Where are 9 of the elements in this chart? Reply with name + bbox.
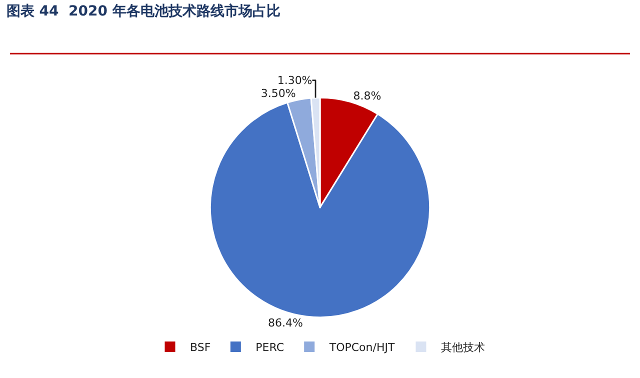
legend-label: PERC — [256, 341, 284, 354]
legend-label: 其他技术 — [440, 341, 485, 354]
data-label: 3.50% — [260, 86, 296, 100]
chart-title: 图表 44 2020 年各电池技术路线市场占比 — [6, 2, 280, 20]
data-label: 8.8% — [353, 89, 382, 102]
legend-label: BSF — [190, 341, 211, 354]
legend-label: TOPCon/HJT — [328, 341, 395, 354]
data-label: 1.30% — [277, 74, 312, 87]
data-label: 86.4% — [268, 316, 303, 330]
